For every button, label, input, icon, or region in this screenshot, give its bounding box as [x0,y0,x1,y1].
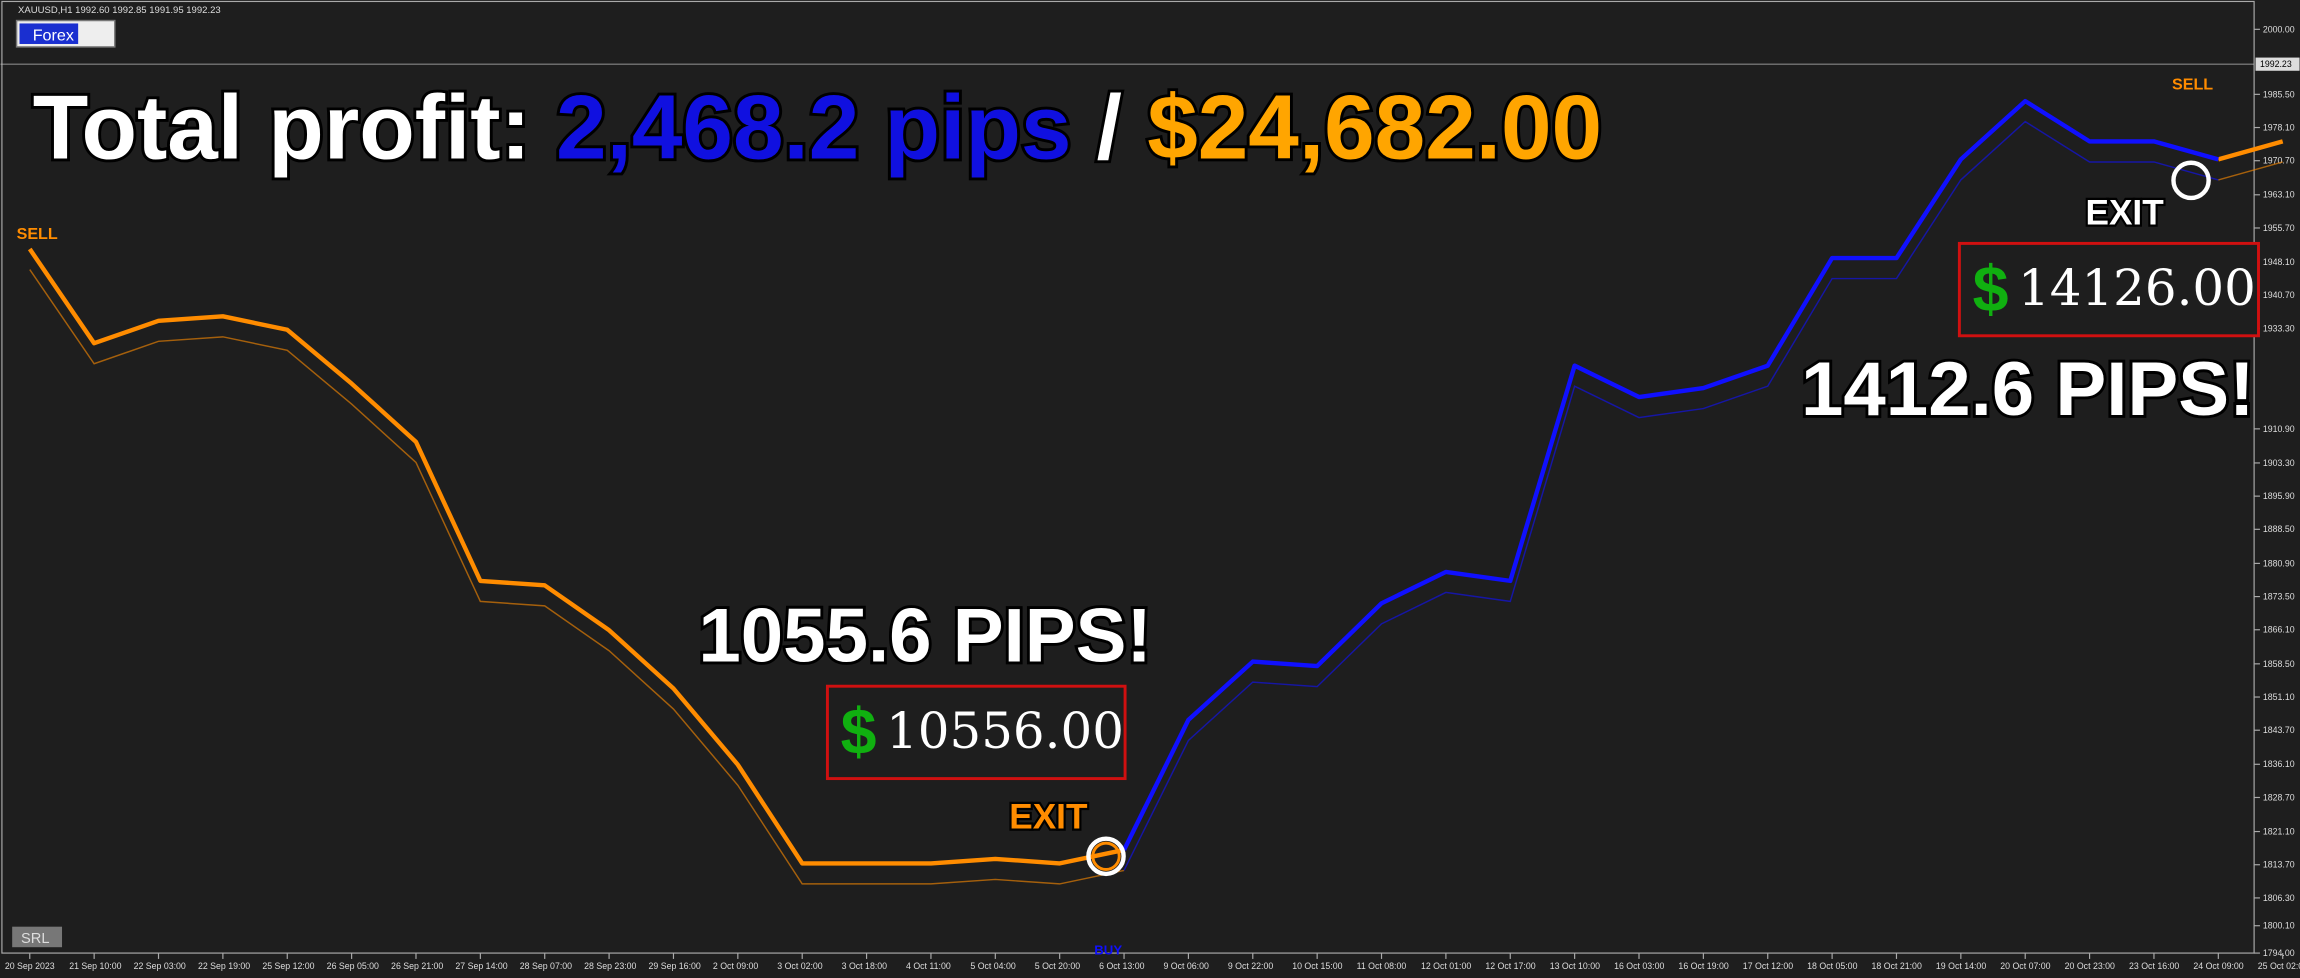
x-tick-label: 19 Oct 14:00 [1936,961,1986,971]
y-tick-label: 1985.50 [2263,89,2295,99]
x-tick-label: 4 Oct 11:00 [906,961,951,971]
x-tick-label: 18 Oct 05:00 [1807,961,1857,971]
plot-frame [1,0,2255,954]
x-tick-label: 20 Oct 23:00 [2065,961,2115,971]
x-tick-label: 13 Oct 10:00 [1550,961,1600,971]
y-tick-label: 1800.10 [2263,921,2295,931]
x-tick-label: 9 Oct 22:00 [1228,961,1274,971]
headline-money: $24,682.00 [1147,77,1602,178]
y-tick-label: 1888.50 [2263,524,2295,534]
x-tick-label: 24 Oct 09:00 [2193,961,2243,971]
dollar-sign: $ [1973,253,2009,325]
x-tick-label: 26 Sep 21:00 [391,961,443,971]
price-line [27,247,1125,866]
y-tick-label: 1880.90 [2263,558,2295,568]
x-tick-label: 29 Sep 16:00 [649,961,701,971]
y-tick-label: 1806.30 [2263,893,2295,903]
x-tick-label: 2 Oct 09:00 [713,961,759,971]
x-tick-label: 25 Oct 02:00 [2258,961,2300,971]
x-tick-label: 28 Sep 07:00 [520,961,572,971]
y-tick-label: 1821.10 [2263,826,2295,836]
y-tick-label: 1828.70 [2263,792,2295,802]
x-tick-label: 20 Oct 07:00 [2000,961,2050,971]
x-tick-label: 10 Oct 15:00 [1292,961,1342,971]
headline-label: Total profit: [33,77,531,178]
x-tick-label: 23 Oct 16:00 [2129,961,2179,971]
y-tick-label: 1970.70 [2263,156,2295,166]
pips-label: 1055.6 PIPS! [698,593,1151,678]
price-line [1122,98,2219,851]
x-tick-label: 28 Sep 23:00 [584,961,636,971]
x-tick-label: 17 Oct 12:00 [1743,961,1793,971]
y-tick-label: 1940.70 [2263,290,2295,300]
x-tick-label: 12 Oct 01:00 [1421,961,1471,971]
x-tick-label: 26 Sep 05:00 [327,961,379,971]
tab-active [19,23,79,44]
x-tick-label: 3 Oct 18:00 [842,961,888,971]
exit-label: EXIT [2085,193,2164,232]
x-tick-label: 9 Oct 06:00 [1163,961,1209,971]
exit-marker [1086,836,1126,877]
y-tick-label: 1813.70 [2263,860,2295,870]
price-ribbon [29,269,1125,885]
x-tick-label: 22 Sep 19:00 [198,961,250,971]
badge [12,926,63,948]
y-tick-label: 1843.70 [2263,725,2295,735]
price-line [2217,139,2284,162]
y-tick-label: 1794.00 [2263,948,2295,958]
x-tick-label: 5 Oct 04:00 [970,961,1016,971]
dollar-sign: $ [841,696,877,768]
tab-label[interactable]: Forex [33,26,74,44]
profit-box [1957,241,2260,338]
x-tick-label: 16 Oct 03:00 [1614,961,1664,971]
headline-pips: 2,468.2 pips [556,77,1071,178]
headline-separator: / [1097,77,1122,178]
x-tick-label: 11 Oct 08:00 [1357,961,1407,971]
buy-label: BUY [1094,943,1122,958]
badge-label: SRL [21,931,50,947]
y-tick-label: 1873.50 [2263,592,2295,602]
x-tick-label: 3 Oct 02:00 [777,961,823,971]
sell-label: SELL [2172,75,2213,93]
y-tick-label: 1866.10 [2263,625,2295,635]
symbol-info: XAUUSD,H1 1992.60 1992.85 1991.95 1992.2… [18,5,221,16]
y-tick-label: 1903.30 [2263,458,2295,468]
exit-marker [1091,841,1121,871]
y-tick-label: 1851.10 [2263,692,2295,702]
y-tick-label: 1858.50 [2263,659,2295,669]
y-tick-label: 1963.10 [2263,190,2295,200]
current-price-label: 1992.23 [2260,59,2292,69]
x-tick-label: 18 Oct 21:00 [1872,961,1922,971]
x-tick-label: 6 Oct 13:00 [1099,961,1145,971]
x-tick-label: 22 Sep 03:00 [134,961,186,971]
x-tick-label: 12 Oct 17:00 [1485,961,1535,971]
y-tick-label: 2000.00 [2263,24,2295,34]
price-ribbon [1123,120,2219,871]
x-tick-label: 20 Sep 2023 [5,961,55,971]
x-tick-label: 25 Sep 12:00 [262,961,314,971]
x-tick-label: 16 Oct 19:00 [1678,961,1728,971]
x-tick-label: 21 Sep 10:00 [69,961,121,971]
headline: Total profit: 2,468.2 pips / $24,682.00 [33,77,1602,178]
sell-label: SELL [17,225,58,243]
y-tick-label: 1955.70 [2263,223,2295,233]
profit-amount: 14126.00 [2018,259,2256,317]
exit-marker [2171,160,2211,201]
price-ribbon [2218,161,2283,181]
exit-label: EXIT [1009,797,1088,836]
x-tick-label: 5 Oct 20:00 [1035,961,1081,971]
profit-amount: 10556.00 [886,702,1124,760]
y-tick-label: 1910.90 [2263,424,2295,434]
profit-box [825,684,1127,781]
y-tick-label: 1978.10 [2263,122,2295,132]
y-tick-label: 1836.10 [2263,759,2295,769]
y-tick-label: 1948.10 [2263,257,2295,267]
current-price-tag [2255,57,2300,71]
y-tick-label: 1895.90 [2263,491,2295,501]
x-tick-label: 27 Sep 14:00 [455,961,507,971]
pips-label: 1412.6 PIPS! [1801,347,2254,432]
y-tick-label: 1933.30 [2263,323,2295,333]
